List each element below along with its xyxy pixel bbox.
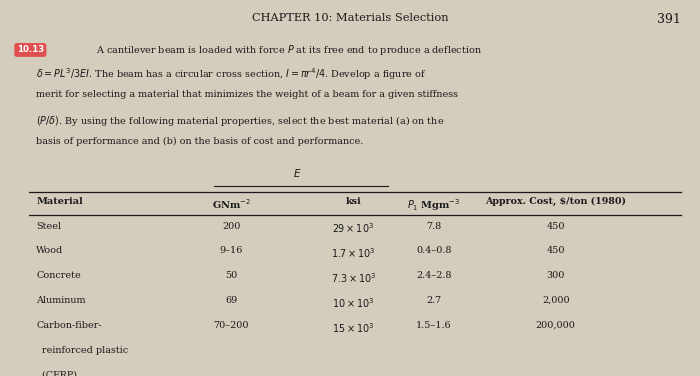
Text: ksi: ksi — [346, 197, 361, 206]
Text: $\delta = PL^3/3EI$. The beam has a circular cross section, $I = \pi r^4/4$. Dev: $\delta = PL^3/3EI$. The beam has a circ… — [36, 67, 426, 82]
Text: $7.3 \times 10^3$: $7.3 \times 10^3$ — [331, 271, 376, 285]
Text: 200: 200 — [223, 221, 241, 230]
Text: $10 \times 10^3$: $10 \times 10^3$ — [332, 296, 375, 310]
Text: A cantilever beam is loaded with force $P$ at its free end to produce a deflecti: A cantilever beam is loaded with force $… — [95, 43, 482, 57]
Text: Steel: Steel — [36, 221, 62, 230]
Text: $E$: $E$ — [293, 167, 302, 179]
Text: Wood: Wood — [36, 246, 64, 255]
Text: (CFRP): (CFRP) — [36, 370, 77, 376]
Text: 200,000: 200,000 — [536, 321, 575, 330]
Text: Concrete: Concrete — [36, 271, 81, 280]
Text: Carbon-fiber-: Carbon-fiber- — [36, 321, 102, 330]
Text: reinforced plastic: reinforced plastic — [36, 346, 128, 355]
Text: 2.4–2.8: 2.4–2.8 — [416, 271, 452, 280]
Text: 2.7: 2.7 — [426, 296, 441, 305]
Text: GNm$^{-2}$: GNm$^{-2}$ — [212, 197, 251, 211]
Text: 69: 69 — [225, 296, 237, 305]
Text: Material: Material — [36, 197, 83, 206]
Text: Approx. Cost, $/ton (1980): Approx. Cost, $/ton (1980) — [485, 197, 626, 206]
Text: 10.13: 10.13 — [17, 45, 44, 55]
Text: 391: 391 — [657, 13, 681, 26]
Text: $(P/\delta)$. By using the following material properties, select the best materi: $(P/\delta)$. By using the following mat… — [36, 114, 444, 127]
Text: $P_1$ Mgm$^{-3}$: $P_1$ Mgm$^{-3}$ — [407, 197, 461, 213]
Text: 7.8: 7.8 — [426, 221, 441, 230]
Text: 0.4–0.8: 0.4–0.8 — [416, 246, 452, 255]
Text: 2,000: 2,000 — [542, 296, 570, 305]
Text: 1.5–1.6: 1.5–1.6 — [416, 321, 452, 330]
Text: 450: 450 — [547, 221, 565, 230]
Text: 450: 450 — [547, 246, 565, 255]
Text: merit for selecting a material that minimizes the weight of a beam for a given s: merit for selecting a material that mini… — [36, 90, 458, 99]
Text: CHAPTER 10: Materials Selection: CHAPTER 10: Materials Selection — [252, 13, 448, 23]
Text: $15 \times 10^3$: $15 \times 10^3$ — [332, 321, 375, 335]
Text: $29 \times 10^3$: $29 \times 10^3$ — [332, 221, 375, 235]
Text: 300: 300 — [547, 271, 565, 280]
Text: 70–200: 70–200 — [214, 321, 249, 330]
Text: $1.7 \times 10^3$: $1.7 \times 10^3$ — [331, 246, 376, 260]
Text: basis of performance and (b) on the basis of cost and performance.: basis of performance and (b) on the basi… — [36, 137, 363, 146]
Text: Aluminum: Aluminum — [36, 296, 85, 305]
Text: 9–16: 9–16 — [220, 246, 243, 255]
Text: 50: 50 — [225, 271, 237, 280]
